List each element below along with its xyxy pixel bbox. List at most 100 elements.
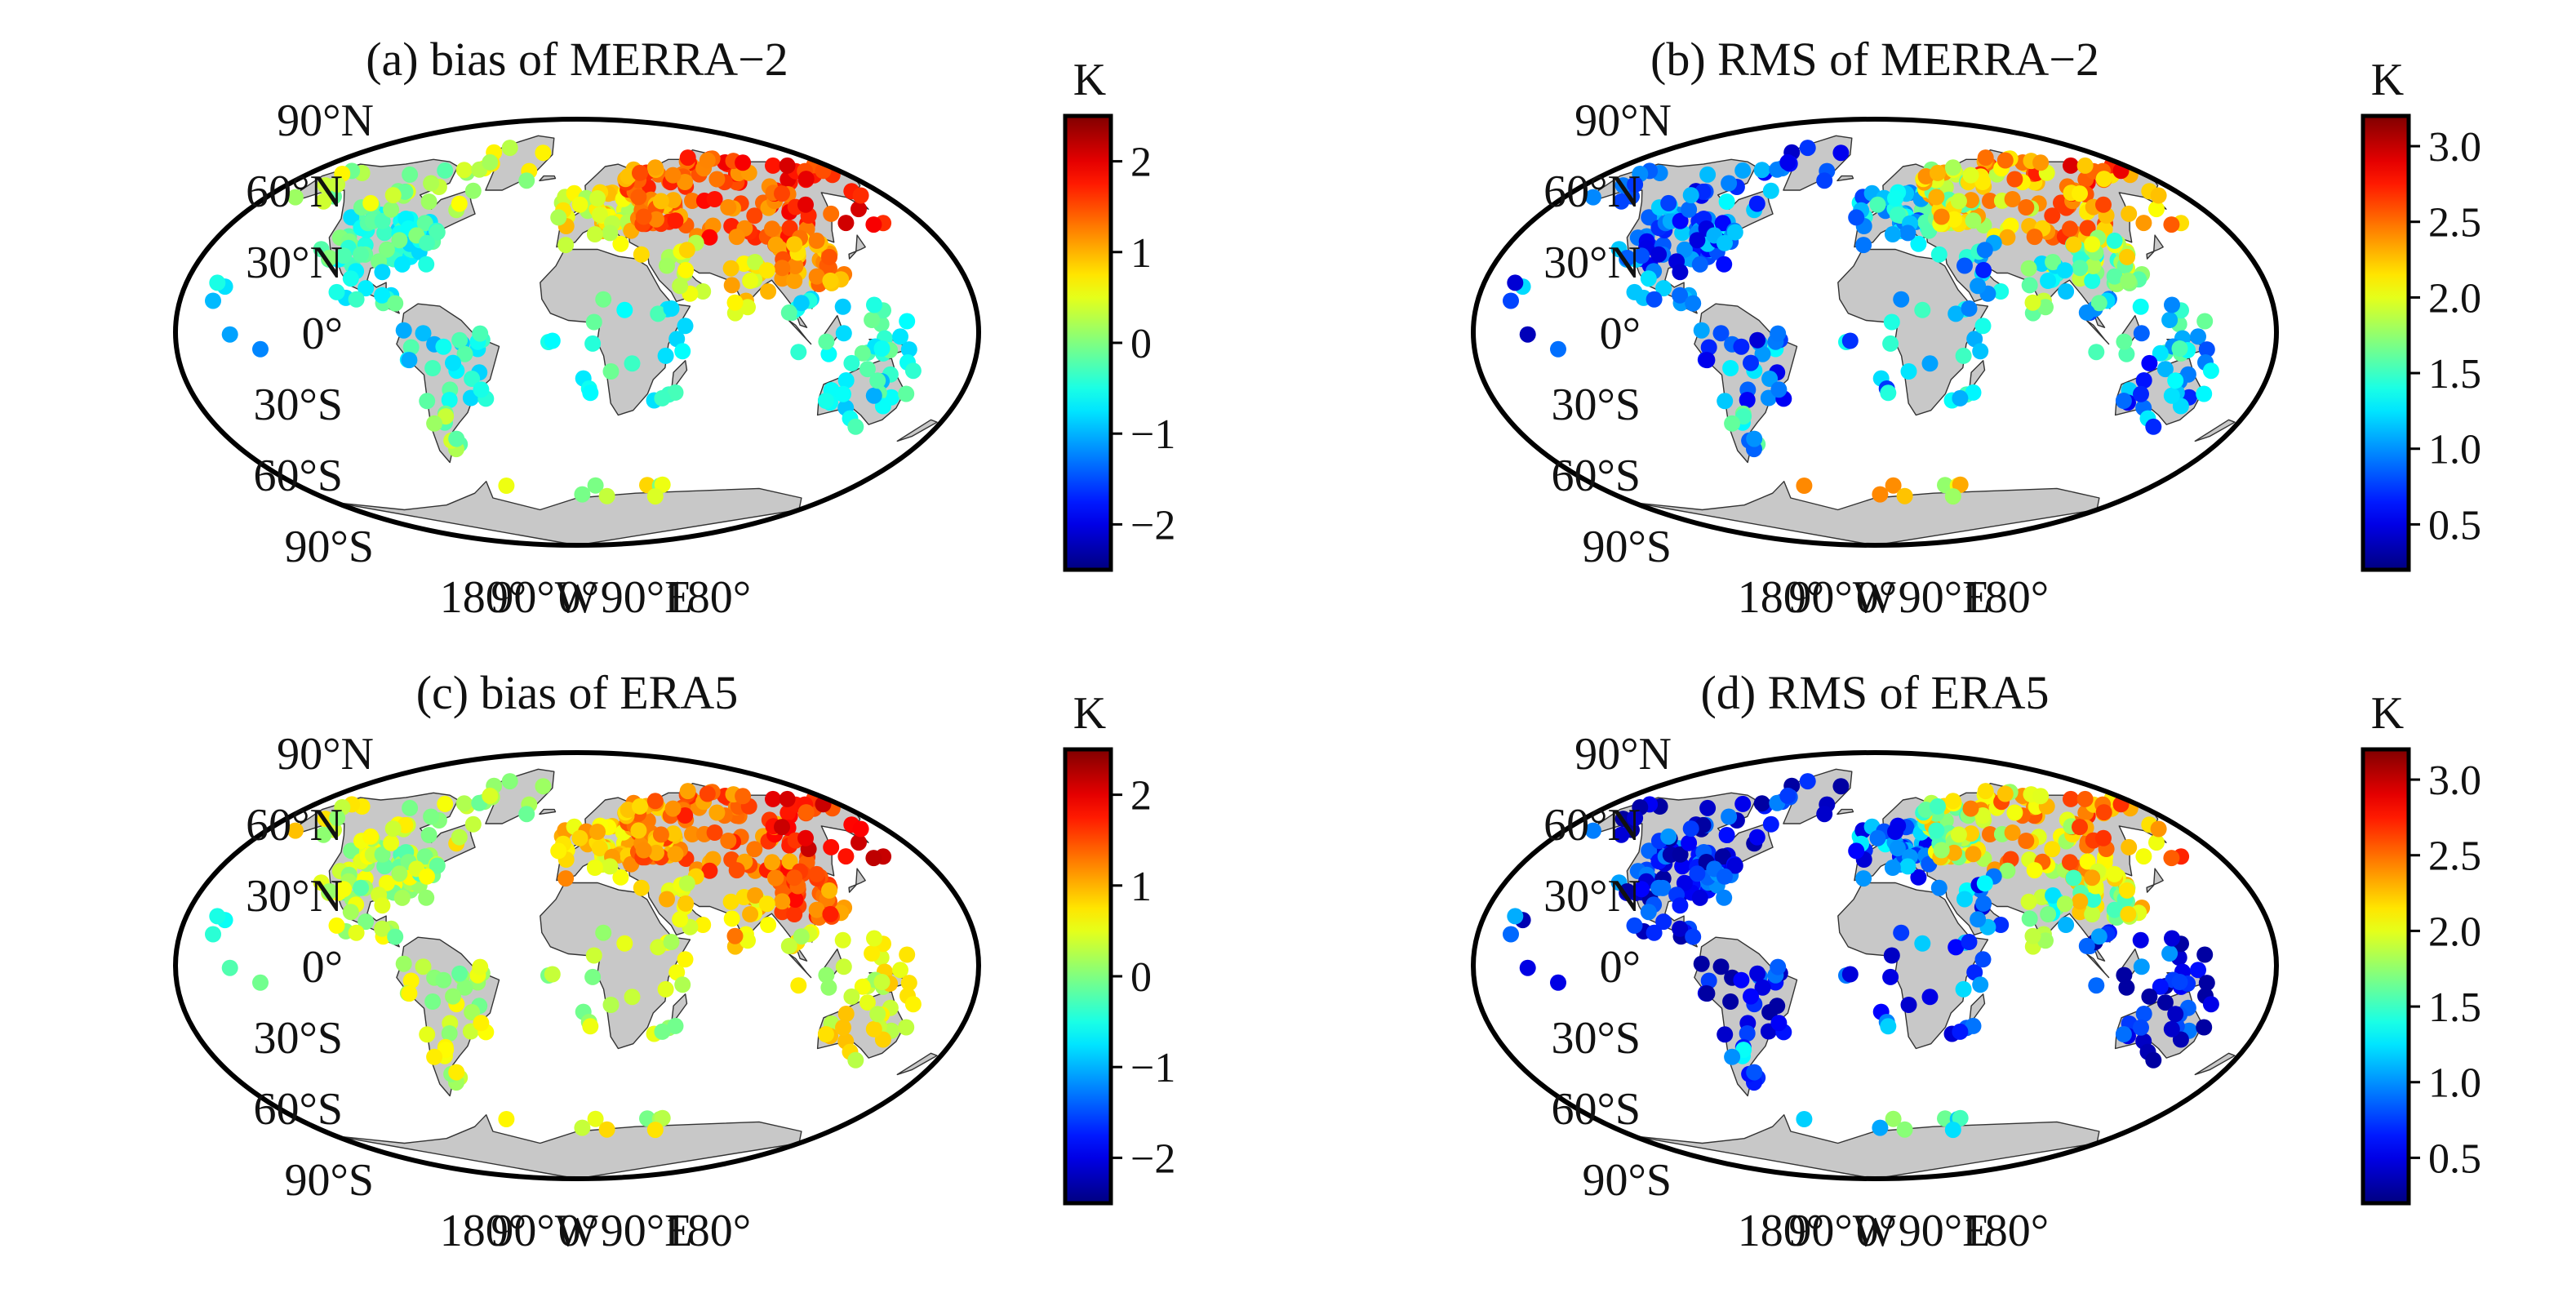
- station-point: [2079, 853, 2096, 870]
- station-point: [1685, 295, 1702, 312]
- station-point: [571, 196, 588, 213]
- station-point: [2119, 882, 2135, 899]
- landmass: [896, 419, 938, 442]
- station-point: [635, 842, 652, 859]
- station-point: [451, 195, 468, 212]
- station-point: [498, 1111, 515, 1127]
- station-point: [1884, 226, 1901, 242]
- station-point: [342, 904, 359, 921]
- station-point: [1928, 189, 1945, 206]
- landmass: [896, 1052, 938, 1076]
- station-point: [374, 287, 391, 304]
- station-point: [1746, 1064, 1763, 1081]
- station-point: [2095, 171, 2112, 188]
- station-point: [821, 882, 837, 899]
- colorbar-scale: [1063, 747, 1113, 1206]
- station-point: [384, 820, 402, 838]
- station-point: [2163, 216, 2180, 233]
- station-point: [797, 196, 814, 213]
- station-point: [837, 372, 855, 389]
- colorbar-scale: [2361, 747, 2411, 1206]
- station-point: [1921, 989, 1939, 1006]
- station-point: [591, 840, 608, 857]
- station-point: [2145, 418, 2162, 435]
- station-point: [648, 844, 664, 861]
- station-point: [780, 304, 797, 321]
- station-point: [2088, 344, 2105, 361]
- station-point: [869, 1006, 886, 1023]
- station-point: [1944, 488, 1961, 505]
- station-point: [2072, 260, 2089, 277]
- station-point: [1996, 785, 2014, 802]
- station-point: [2133, 1019, 2149, 1036]
- station-point: [635, 208, 652, 225]
- lat-label: 0°: [1600, 309, 1641, 359]
- lat-label: 30°S: [253, 380, 343, 430]
- station-point: [1955, 347, 1972, 364]
- station-point: [209, 908, 226, 925]
- lat-label: 30°N: [1543, 238, 1641, 288]
- station-point: [455, 795, 473, 812]
- station-point: [1937, 1110, 1953, 1127]
- station-point: [904, 362, 922, 380]
- station-point: [315, 193, 332, 210]
- station-point: [419, 868, 435, 885]
- station-point: [900, 341, 917, 358]
- station-point: [395, 955, 412, 972]
- station-point: [451, 331, 469, 349]
- station-point: [2116, 966, 2133, 984]
- station-point: [652, 826, 669, 843]
- colorbar-tick-label: 2.0: [2428, 909, 2481, 955]
- station-point: [2090, 928, 2107, 945]
- station-point: [2006, 171, 2023, 188]
- station-point: [1952, 1109, 1969, 1126]
- station-point: [820, 345, 837, 362]
- station-point: [423, 808, 440, 825]
- colorbar-tick-label: 1: [1130, 230, 1152, 277]
- station-point: [822, 905, 839, 922]
- station-point: [834, 931, 851, 949]
- station-point: [650, 939, 667, 956]
- station-point: [420, 193, 437, 210]
- colorbar-tick-label: 0.5: [2428, 1135, 2481, 1182]
- station-point: [1796, 1111, 1813, 1127]
- landmass: [2194, 419, 2236, 442]
- station-point: [362, 194, 380, 211]
- station-point: [1718, 193, 1735, 210]
- station-point: [464, 371, 481, 387]
- lat-label: 90°N: [1574, 96, 1672, 146]
- station-point: [2084, 906, 2101, 922]
- station-point: [598, 1121, 615, 1138]
- station-point: [2024, 927, 2041, 944]
- station-point: [898, 385, 915, 402]
- station-point: [616, 301, 633, 318]
- station-point: [1641, 209, 1658, 226]
- station-point: [205, 926, 221, 943]
- colorbar-scale: [1063, 113, 1113, 572]
- station-point: [423, 175, 440, 192]
- station-point: [2032, 154, 2050, 171]
- station-point: [668, 964, 686, 981]
- station-point: [835, 325, 852, 342]
- station-point: [779, 790, 796, 807]
- station-point: [321, 250, 338, 266]
- station-point: [1716, 255, 1733, 273]
- station-point: [2148, 834, 2165, 851]
- station-point: [684, 826, 700, 842]
- station-point: [646, 793, 664, 810]
- station-point: [2150, 187, 2167, 204]
- station-point: [866, 930, 882, 947]
- station-point: [2198, 975, 2215, 992]
- landmass: [1968, 360, 1986, 393]
- station-point: [1889, 207, 1906, 224]
- lon-label: 180°: [664, 1206, 751, 1256]
- station-point: [764, 220, 780, 238]
- station-point: [2090, 295, 2107, 312]
- station-point: [1996, 152, 2014, 169]
- colorbar: K 3.0 2.5 2.0 1.5 1.0 0.5: [2361, 688, 2481, 1206]
- station-point: [437, 795, 454, 812]
- station-point: [435, 971, 452, 989]
- station-point: [1700, 972, 1717, 989]
- station-point: [774, 260, 791, 277]
- station-point: [2148, 201, 2165, 218]
